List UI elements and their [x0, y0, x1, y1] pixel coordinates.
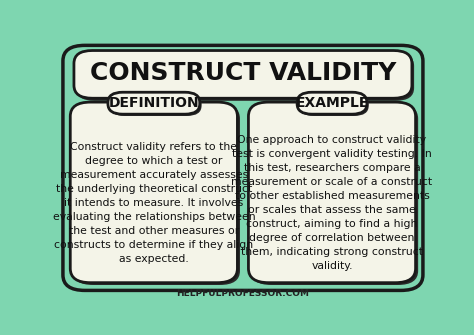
FancyBboxPatch shape	[73, 105, 240, 285]
FancyBboxPatch shape	[251, 105, 418, 285]
FancyBboxPatch shape	[76, 53, 414, 101]
Text: One approach to construct validity
test is convergent validity testing. In
this : One approach to construct validity test …	[231, 135, 433, 271]
Text: Construct validity refers to the
degree to which a test or
measurement accuratel: Construct validity refers to the degree …	[53, 142, 255, 264]
FancyBboxPatch shape	[74, 51, 412, 98]
FancyBboxPatch shape	[110, 94, 201, 116]
Text: EXAMPLE: EXAMPLE	[295, 96, 369, 110]
FancyBboxPatch shape	[108, 92, 200, 114]
FancyBboxPatch shape	[63, 45, 423, 290]
Text: DEFINITION: DEFINITION	[109, 96, 199, 110]
FancyBboxPatch shape	[297, 92, 367, 114]
Text: HELPFULPROFESSOR.COM: HELPFULPROFESSOR.COM	[176, 289, 310, 298]
FancyBboxPatch shape	[70, 102, 237, 283]
FancyBboxPatch shape	[248, 102, 416, 283]
FancyBboxPatch shape	[299, 94, 369, 116]
Text: CONSTRUCT VALIDITY: CONSTRUCT VALIDITY	[90, 61, 396, 85]
